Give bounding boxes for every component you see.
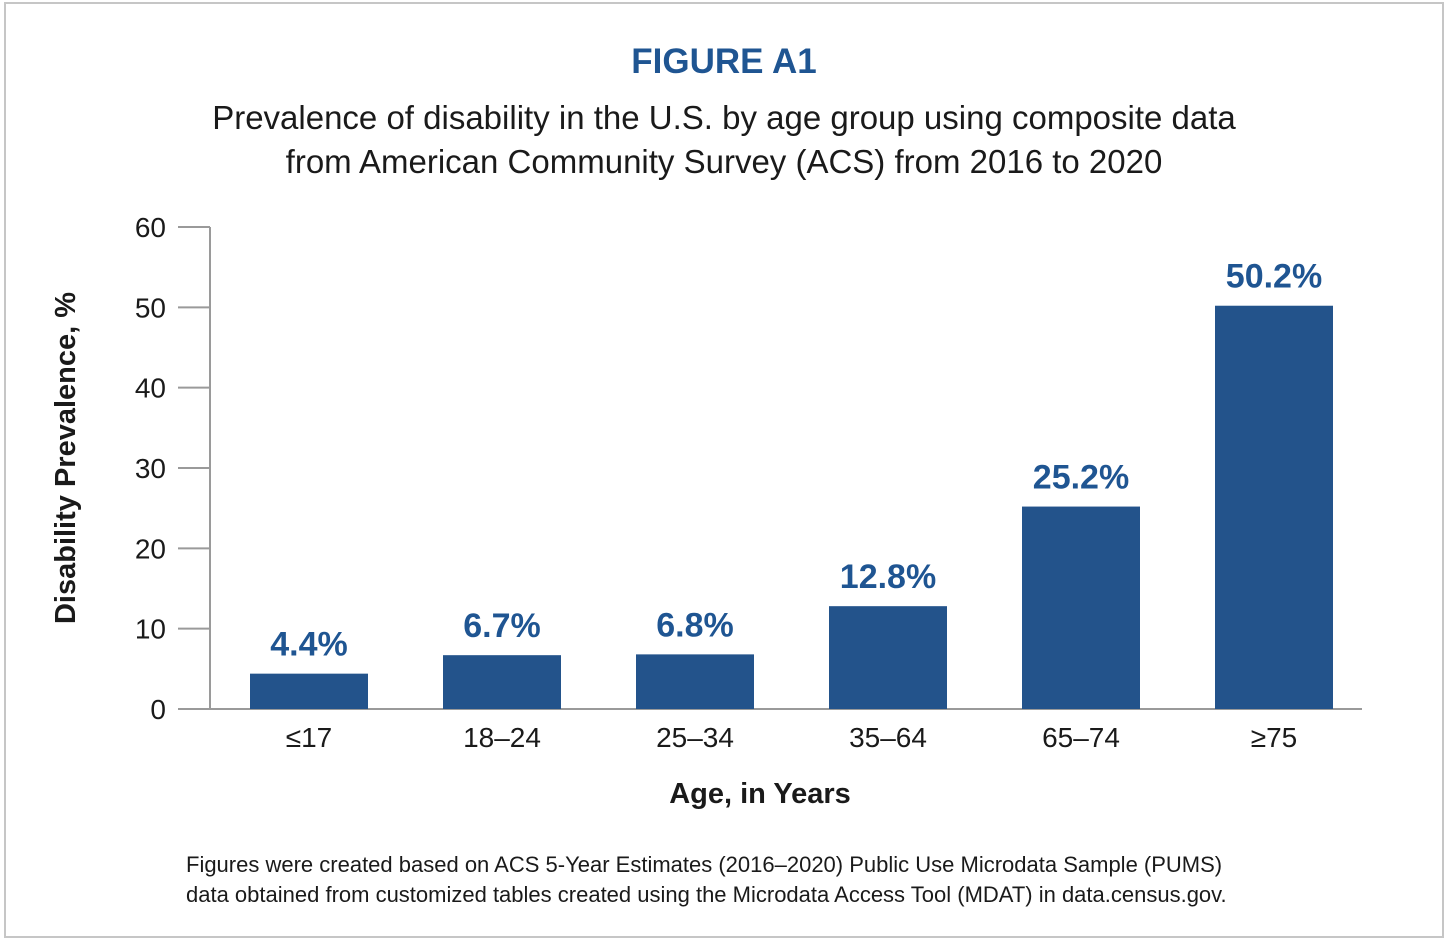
x-tick-label: 35–64 bbox=[849, 722, 927, 753]
bar bbox=[443, 655, 561, 709]
figure-label: FIGURE A1 bbox=[631, 42, 817, 81]
bar bbox=[250, 673, 368, 709]
x-tick-label: ≥75 bbox=[1251, 722, 1298, 753]
y-tick-label: 50 bbox=[135, 292, 166, 323]
y-tick-label: 10 bbox=[135, 614, 166, 645]
source-note: Figures were created based on ACS 5-Year… bbox=[186, 850, 1386, 910]
figure-frame: FIGURE A1 Prevalence of disability in th… bbox=[4, 2, 1444, 938]
x-tick-label: 18–24 bbox=[463, 722, 541, 753]
data-label: 6.8% bbox=[656, 606, 734, 644]
bar bbox=[1215, 305, 1333, 709]
y-tick-label: 30 bbox=[135, 453, 166, 484]
y-tick-label: 0 bbox=[150, 694, 166, 725]
chart-title-line-2: from American Community Survey (ACS) fro… bbox=[285, 143, 1163, 180]
bar bbox=[1022, 506, 1140, 709]
bar bbox=[636, 654, 754, 709]
y-tick-label: 20 bbox=[135, 533, 166, 564]
y-tick-label: 60 bbox=[135, 212, 166, 243]
bar bbox=[829, 606, 947, 709]
x-tick-label: ≤17 bbox=[286, 722, 333, 753]
x-axis-title: Age, in Years bbox=[669, 778, 851, 810]
source-note-line-1: Figures were created based on ACS 5-Year… bbox=[186, 852, 1223, 877]
data-label: 50.2% bbox=[1226, 258, 1322, 296]
data-label: 4.4% bbox=[270, 626, 348, 664]
data-label: 6.7% bbox=[463, 607, 541, 645]
x-tick-label: 25–34 bbox=[656, 722, 734, 753]
source-note-line-2: data obtained from customized tables cre… bbox=[186, 882, 1227, 907]
x-tick-label: 65–74 bbox=[1042, 722, 1120, 753]
data-label: 25.2% bbox=[1033, 459, 1129, 497]
chart-title: Prevalence of disability in the U.S. by … bbox=[6, 96, 1442, 184]
chart-title-line-1: Prevalence of disability in the U.S. by … bbox=[212, 99, 1236, 136]
y-axis-title: Disability Prevalence, % bbox=[50, 292, 82, 624]
y-tick-label: 40 bbox=[135, 373, 166, 404]
data-label: 12.8% bbox=[840, 558, 936, 596]
